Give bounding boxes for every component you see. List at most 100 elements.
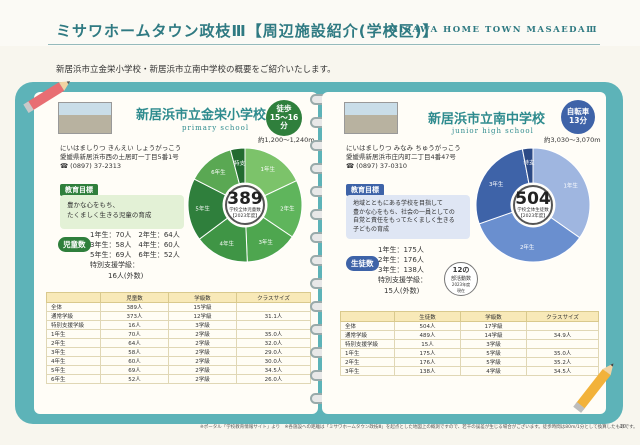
table-cell: 5学級	[460, 348, 527, 358]
table-cell: 2学級	[168, 347, 237, 357]
table-cell: 504人	[394, 321, 461, 331]
elementary-table-header: クラスサイズ	[236, 292, 311, 303]
page-title-en: MISAWA HOME TOWN MASAEDAⅢ	[388, 25, 598, 35]
count-line: 16人(外数)	[108, 271, 144, 280]
table-cell: 5学級	[460, 357, 527, 367]
elementary-contact: にいはましりつ きんえい しょうがっこう 愛媛県新居浜市西の土居町一丁目5番1号…	[60, 144, 181, 170]
table-cell: 2学級	[168, 365, 237, 375]
elementary-distance: 約1,200〜1,240m	[258, 136, 315, 144]
table-cell	[236, 320, 311, 330]
elementary-name-en: primary school	[182, 124, 250, 132]
table-cell: 31.1人	[236, 311, 311, 321]
table-cell: 全体	[340, 321, 395, 331]
junior-table-row: 全体 504人 17学級	[340, 321, 599, 331]
elementary-slice	[229, 147, 246, 185]
count-line: 1年生：70人 2年生：64人	[90, 231, 180, 239]
table-cell: 176人	[394, 357, 461, 367]
junior-total: 504	[515, 188, 551, 209]
junior-donut-chart: 1年生 2年生 3年生 特支	[475, 147, 591, 263]
table-cell	[236, 302, 311, 312]
junior-tel: ☎ (0897) 37-0310	[346, 161, 408, 170]
table-cell: 34.5人	[526, 366, 599, 376]
junior-name-en: junior high school	[452, 127, 534, 135]
badge-line-2: 15〜16	[269, 112, 299, 122]
junior-slice	[521, 147, 534, 184]
elementary-table-row: 特別支援学級 16人 3学級	[46, 320, 311, 330]
table-cell: 175人	[394, 348, 461, 358]
table-cell: 3学級	[460, 339, 527, 349]
junior-address: 愛媛県新居浜市庄内町二丁目4番47号	[346, 152, 456, 161]
table-cell: 5年生	[46, 365, 101, 375]
table-cell: 58人	[100, 347, 169, 357]
junior-table-header: クラスサイズ	[526, 311, 599, 322]
subtitle: 新居浜市立金栄小学校・新居浜市立南中学校の概要をご紹介いたします。	[56, 65, 336, 75]
table-cell: 34.9人	[526, 330, 599, 340]
count-line: 特別支援学級：	[378, 276, 427, 285]
table-cell: 12学級	[168, 311, 237, 321]
elementary-slice-label: 3年生	[258, 238, 273, 246]
elementary-table-header: 児童数	[100, 292, 169, 303]
elementary-table-header	[46, 292, 101, 303]
table-cell: 15人	[394, 339, 461, 349]
elementary-count-list: 1年生：70人 2年生：64人 3年生：58人 4年生：60人 5年生：69人 …	[90, 230, 180, 281]
elementary-slice-label: 特支	[234, 159, 246, 167]
elementary-table-header: 学級数	[168, 292, 237, 303]
count-line: 特別支援学級：	[90, 261, 139, 270]
junior-slice-label: 2年生	[520, 243, 535, 251]
table-cell: 2学級	[168, 329, 237, 339]
title-divider	[48, 44, 600, 45]
junior-slice	[532, 147, 591, 239]
table-cell: 通常学級	[46, 311, 101, 321]
junior-table: 生徒数 学級数 クラスサイズ 全体 504人 17学級 通常学級 489人 14学級 34.9人…	[340, 311, 599, 376]
table-cell: 全体	[46, 302, 101, 312]
club-current: 現在	[457, 287, 465, 293]
table-cell: 1年生	[340, 348, 395, 358]
junior-count-label: 生徒数	[346, 256, 379, 271]
elementary-table-row: 3年生 58人 2学級 29.0人	[46, 347, 311, 357]
caption-line: 学校全体生徒数	[517, 207, 549, 213]
junior-club-badge: 12の 部活動数 2023年度 現在	[444, 262, 478, 296]
table-cell: 通常学級	[340, 330, 395, 340]
elementary-goal-box: 豊かな心をもち、 たくましく生きる児童の育成	[60, 195, 184, 229]
table-cell: 特別支援学級	[340, 339, 395, 349]
elementary-table-row: 1年生 70人 2学級 35.0人	[46, 329, 311, 339]
junior-goal-label: 教育目標	[346, 184, 384, 196]
elementary-table-row: 6年生 52人 2学級 26.0人	[46, 374, 311, 384]
elementary-slice-label: 2年生	[280, 204, 295, 212]
elementary-table-row: 5年生 69人 2学級 34.5人	[46, 365, 311, 375]
table-cell: 52人	[100, 374, 169, 384]
elementary-table: 児童数 学級数 クラスサイズ 全体 389人 15学級 通常学級 373人 12学級 31.1人…	[46, 292, 311, 384]
table-cell: 2年生	[340, 357, 395, 367]
table-cell: 特別支援学級	[46, 320, 101, 330]
junior-table-row: 特別支援学級 15人 3学級	[340, 339, 599, 349]
table-cell: 2学級	[168, 338, 237, 348]
elementary-address: 愛媛県新居浜市西の土居町一丁目5番1号	[60, 152, 179, 161]
elementary-tel: ☎ (0897) 37-2313	[60, 161, 122, 170]
table-cell: 26.0人	[236, 374, 311, 384]
goal-line: 豊かな心をもち、	[67, 201, 119, 209]
table-cell: 14学級	[460, 330, 527, 340]
junior-slice-label: 特支	[524, 159, 536, 167]
badge-line-1: 自転車	[566, 107, 590, 117]
table-cell: 389人	[100, 302, 169, 312]
table-cell: 69人	[100, 365, 169, 375]
count-line: 5年生：69人 6年生：52人	[90, 251, 180, 260]
elementary-goal-label: 教育目標	[60, 184, 98, 196]
table-cell: 373人	[100, 311, 169, 321]
table-cell: 3年生	[46, 347, 101, 357]
goal-line: 地域とともにある学校を目指して	[353, 200, 443, 207]
table-cell: 6年生	[46, 374, 101, 384]
table-cell: 16人	[100, 320, 169, 330]
junior-distance: 約3,030〜3,070m	[544, 136, 601, 144]
table-cell: 2学級	[168, 374, 237, 384]
page-title: ミサワホームタウン政枝Ⅲ【周辺施設紹介(学校区)】	[56, 22, 439, 40]
caption-line: 学校全体児童数	[229, 207, 261, 213]
count-line: 3年生：138人	[378, 266, 424, 275]
table-cell: 2学級	[168, 356, 237, 366]
elementary-name: 新居浜市立金栄小学校	[136, 108, 267, 123]
junior-bike-badge: 自転車 13分	[561, 100, 595, 134]
elementary-reading: にいはましりつ きんえい しょうがっこう	[60, 144, 182, 152]
table-cell: 64人	[100, 338, 169, 348]
